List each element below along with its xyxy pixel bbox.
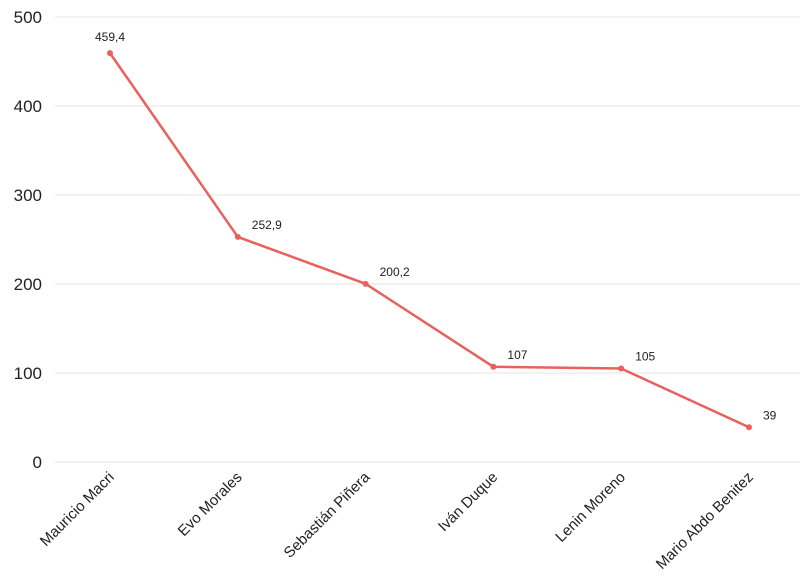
x-tick-label: Mario Abdo Benitez	[653, 469, 757, 573]
y-axis-tick-labels: 0 100 200 300 400 500	[14, 8, 42, 472]
x-tick-label: Lenin Moreno	[552, 469, 629, 546]
x-tick-label: Mauricio Macri	[37, 469, 118, 550]
y-tick-label: 300	[14, 186, 42, 205]
gridlines	[55, 16, 800, 463]
y-tick-label: 500	[14, 8, 42, 27]
data-point	[618, 365, 625, 372]
y-tick-label: 0	[33, 453, 42, 472]
data-label: 107	[507, 348, 527, 362]
x-tick-label: Sebastián Piñera	[281, 468, 374, 561]
data-label: 39	[763, 408, 777, 422]
series-group	[107, 50, 752, 431]
data-label: 105	[635, 350, 655, 364]
data-point	[234, 233, 241, 240]
y-tick-label: 400	[14, 97, 42, 116]
data-point	[490, 363, 497, 370]
data-label: 200,2	[380, 265, 410, 279]
data-point	[746, 424, 752, 431]
y-tick-label: 100	[14, 364, 42, 383]
data-label: 459,4	[95, 30, 125, 44]
data-point	[107, 50, 113, 57]
data-point	[362, 280, 369, 287]
x-tick-label: Evo Morales	[175, 469, 246, 540]
series-line	[108, 51, 751, 429]
x-tick-label: Iván Duque	[435, 469, 501, 535]
data-labels-group: 459,4 252,9 200,2 107 105 39	[95, 30, 777, 422]
y-tick-label: 200	[14, 275, 42, 294]
x-axis-tick-labels: Mauricio Macri Evo Morales Sebastián Piñer…	[37, 468, 757, 572]
data-label: 252,9	[252, 218, 282, 232]
